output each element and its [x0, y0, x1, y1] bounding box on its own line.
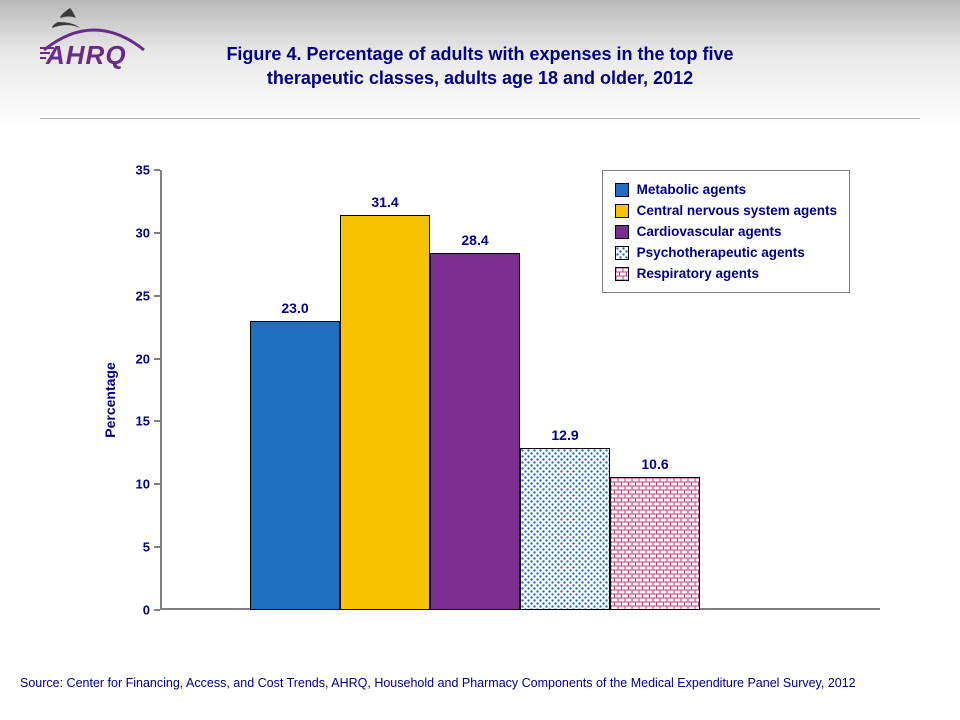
bar-value-label: 31.4 — [341, 194, 429, 216]
legend-label: Psychotherapeutic agents — [637, 245, 805, 260]
bar: 28.4 — [430, 253, 520, 610]
source-note: Source: Center for Financing, Access, an… — [20, 676, 940, 690]
legend-label: Respiratory agents — [637, 266, 759, 281]
legend-item: Cardiovascular agents — [615, 221, 837, 242]
legend-label: Metabolic agents — [637, 182, 747, 197]
legend-swatch — [615, 267, 629, 281]
figure-title: Figure 4. Percentage of adults with expe… — [0, 42, 960, 91]
figure-title-line1: Figure 4. Percentage of adults with expe… — [0, 42, 960, 66]
header-divider — [40, 118, 920, 119]
legend-item: Psychotherapeutic agents — [615, 242, 837, 263]
chart: Percentage 0510152025303523.031.428.412.… — [60, 160, 910, 640]
header-band: AHRQ Figure 4. Percentage of adults with… — [0, 0, 960, 130]
y-tick-label: 30 — [136, 225, 160, 240]
y-tick-label: 35 — [136, 163, 160, 178]
bar: 23.0 — [250, 321, 340, 610]
legend-swatch — [615, 204, 629, 218]
y-tick-label: 10 — [136, 477, 160, 492]
plot-area: 0510152025303523.031.428.412.910.6Metabo… — [160, 170, 880, 610]
bar: 12.9 — [520, 448, 610, 610]
y-tick-label: 0 — [143, 603, 160, 618]
legend-item: Respiratory agents — [615, 263, 837, 284]
legend-swatch — [615, 246, 629, 260]
legend-swatch — [615, 183, 629, 197]
bar-value-label: 10.6 — [611, 456, 699, 478]
legend-swatch — [615, 225, 629, 239]
y-axis — [160, 170, 162, 610]
y-tick-label: 15 — [136, 414, 160, 429]
legend-item: Central nervous system agents — [615, 200, 837, 221]
bar: 10.6 — [610, 477, 700, 610]
y-tick-label: 25 — [136, 288, 160, 303]
y-tick-label: 20 — [136, 351, 160, 366]
legend-item: Metabolic agents — [615, 179, 837, 200]
legend-label: Cardiovascular agents — [637, 224, 782, 239]
y-axis-label: Percentage — [102, 362, 118, 437]
legend: Metabolic agents Central nervous system a… — [602, 170, 850, 293]
figure-title-line2: therapeutic classes, adults age 18 and o… — [0, 66, 960, 90]
bar: 31.4 — [340, 215, 430, 610]
bar-value-label: 28.4 — [431, 232, 519, 254]
y-tick-label: 5 — [143, 540, 160, 555]
legend-label: Central nervous system agents — [637, 203, 837, 218]
bar-value-label: 12.9 — [521, 427, 609, 449]
bar-value-label: 23.0 — [251, 300, 339, 322]
